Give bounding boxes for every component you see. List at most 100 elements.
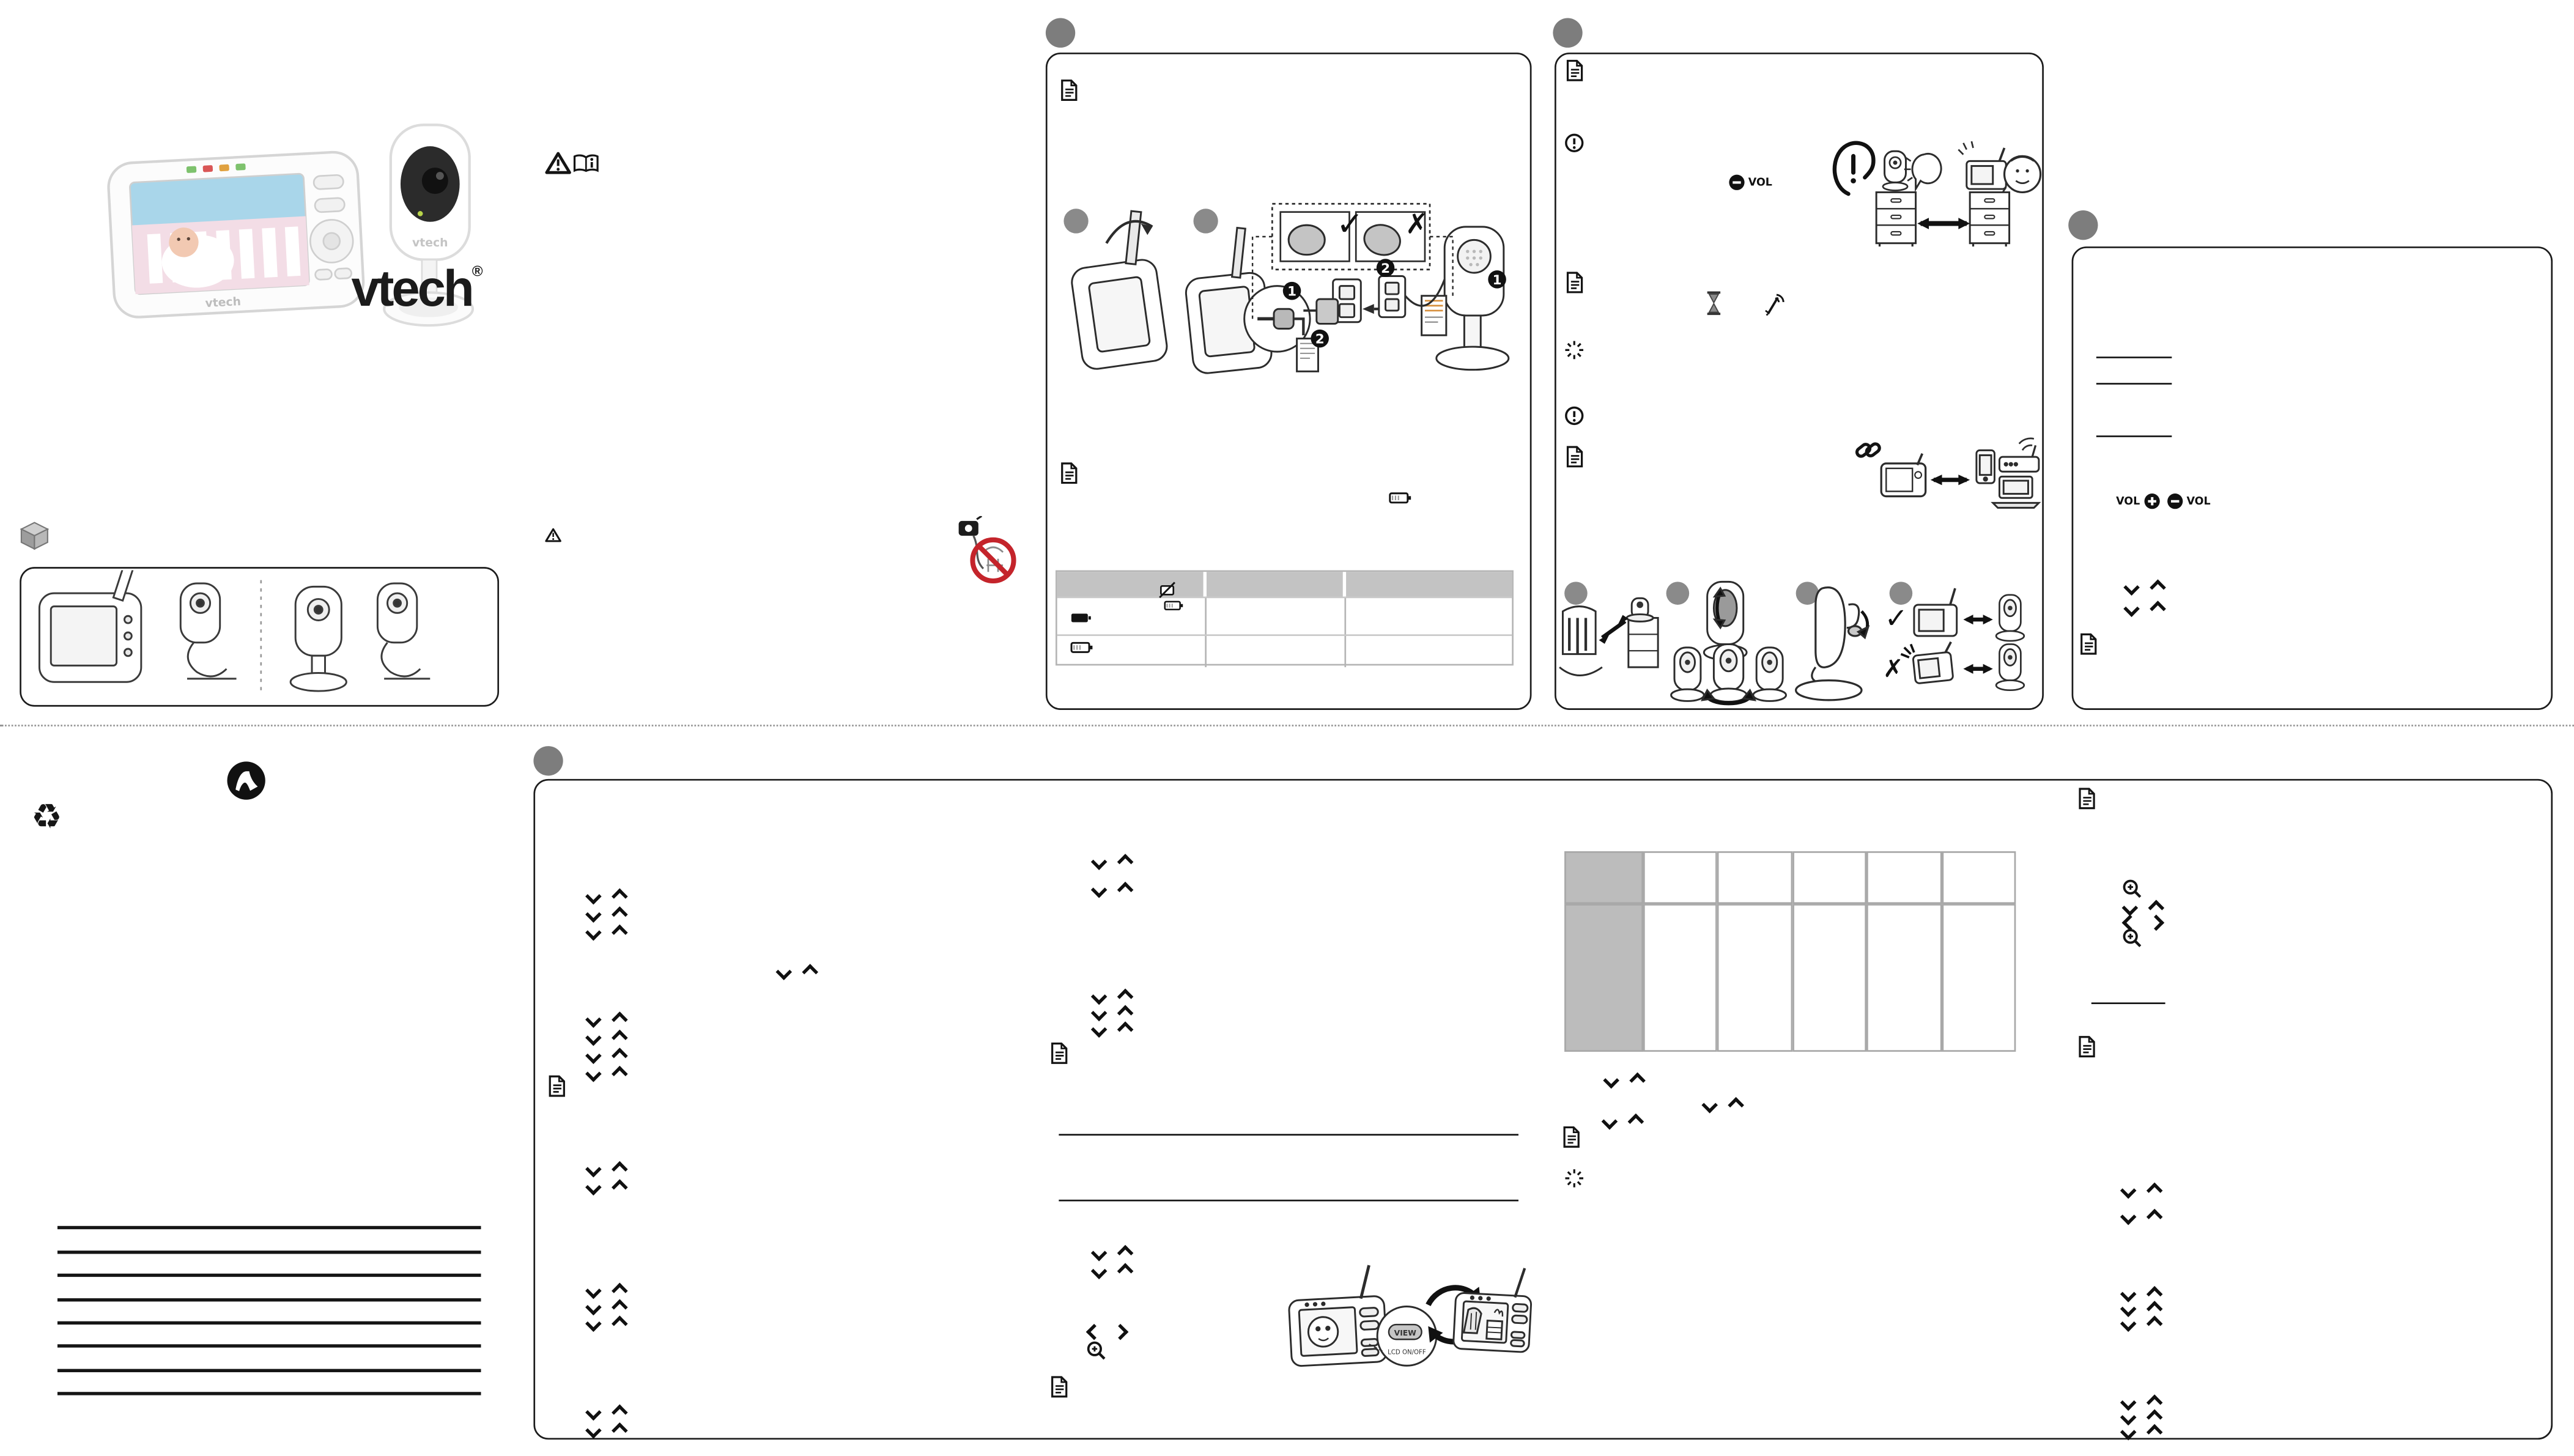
down-up-buttons-icon — [2119, 1300, 2162, 1317]
down-up-buttons-icon — [1701, 1096, 1744, 1112]
section-4-box — [533, 778, 2553, 1440]
svg-text:✗: ✗ — [1405, 208, 1429, 240]
table-row-header-cell — [1564, 904, 1643, 1052]
down-up-buttons-icon — [585, 1047, 627, 1063]
table-header-band — [1057, 572, 1512, 597]
note-icon — [1061, 462, 1078, 484]
blank-line — [2096, 435, 2172, 437]
instruction-manual-icon — [573, 154, 599, 172]
battery-status-table — [1056, 570, 1514, 668]
battery-outline-icon — [1389, 492, 1412, 504]
warning-triangle-icon — [545, 151, 571, 174]
svg-text:vtech: vtech — [205, 295, 242, 310]
svg-text:✗: ✗ — [1883, 655, 1904, 683]
warning-triangle-small-icon — [545, 528, 561, 542]
section-1-box — [1045, 52, 1532, 710]
battery-outline-icon — [1164, 601, 1184, 611]
note-icon — [1563, 1126, 1580, 1148]
step-1-badge: 1 — [1282, 281, 1301, 300]
vtech-logo: vtech® — [351, 259, 483, 317]
down-up-buttons-icon — [1090, 988, 1133, 1004]
volume-up-label: VOL — [2116, 493, 2159, 509]
hourglass-icon — [1706, 291, 1722, 316]
battery-outline-icon — [1070, 641, 1093, 653]
down-up-buttons-icon — [2119, 1408, 2162, 1425]
down-up-buttons-icon — [2123, 578, 2165, 595]
section-4-badge — [533, 746, 563, 776]
table-corner-cell — [1564, 851, 1643, 904]
registered-mark: ® — [472, 262, 483, 279]
left-right-buttons-icon — [2121, 914, 2164, 930]
step-2-badge-outlet: 2 — [1376, 259, 1395, 277]
blank-line — [2096, 383, 2172, 385]
down-up-buttons-icon — [585, 1422, 627, 1438]
volume-minus-icon — [2167, 493, 2183, 509]
no-internet-link-diagram — [1852, 437, 2041, 509]
down-up-buttons-icon — [585, 1298, 627, 1315]
down-up-buttons-icon — [1090, 1021, 1133, 1037]
section-1-badge — [1045, 18, 1076, 48]
loading-burst-icon — [1564, 340, 1585, 360]
loading-burst-icon — [1564, 1168, 1585, 1188]
note-icon — [2079, 1036, 2095, 1058]
svg-text:VIEW: VIEW — [1394, 1329, 1417, 1337]
notes-line — [57, 1369, 481, 1372]
volume-minus-icon — [1729, 174, 1745, 190]
notes-line — [57, 1251, 481, 1254]
note-icon — [1566, 272, 1583, 294]
recycle-icon: ♻ — [31, 797, 62, 837]
svg-text:1: 1 — [1287, 284, 1296, 300]
down-up-buttons-icon — [585, 1011, 627, 1027]
note-icon — [1061, 79, 1078, 102]
down-up-buttons-icon — [2119, 1423, 2162, 1439]
section-divider — [2091, 1002, 2165, 1005]
section-2-badge — [1553, 18, 1583, 48]
notes-line — [57, 1321, 481, 1325]
down-up-buttons-icon — [2119, 1181, 2162, 1198]
down-up-buttons-icon — [585, 1065, 627, 1081]
alert-circle-icon — [1564, 133, 1584, 153]
product-photo: vtech vtech — [107, 124, 475, 327]
down-up-buttons-icon — [585, 1029, 627, 1045]
down-up-buttons-icon — [585, 1282, 627, 1298]
section-divider — [1059, 1134, 1518, 1136]
section-3-badge — [2068, 210, 2098, 240]
down-up-buttons-icon — [585, 1403, 627, 1420]
down-up-buttons-icon — [2123, 600, 2165, 616]
down-up-buttons-icon — [585, 1160, 627, 1177]
left-right-buttons-icon — [1085, 1323, 1128, 1339]
volume-minus-label: VOL — [1729, 174, 1772, 191]
svg-text:1: 1 — [1493, 273, 1502, 288]
note-icon — [1051, 1376, 1068, 1398]
step-a-circle — [1063, 209, 1089, 234]
battery-crossed-icon — [1159, 582, 1175, 599]
svg-text:✓: ✓ — [1885, 602, 1908, 635]
notes-line — [57, 1225, 481, 1230]
down-up-buttons-icon — [2119, 1208, 2162, 1224]
section-3-box — [2071, 246, 2553, 710]
note-icon — [1566, 59, 1583, 81]
svg-text:LCD ON/OFF: LCD ON/OFF — [1388, 1349, 1426, 1356]
brand-circle-logo — [227, 761, 265, 800]
package-cube-icon — [20, 522, 48, 550]
down-up-buttons-icon — [2119, 1285, 2162, 1302]
note-icon — [2079, 788, 2095, 810]
zoom-in-icon — [2123, 928, 2142, 948]
notes-line — [57, 1298, 481, 1302]
notes-line — [57, 1273, 481, 1277]
step-1-badge-camera: 1 — [1488, 270, 1506, 289]
svg-text:✓: ✓ — [1336, 204, 1364, 243]
note-icon — [549, 1075, 565, 1097]
zoom-in-icon — [1087, 1341, 1106, 1361]
down-up-buttons-icon — [1090, 853, 1133, 870]
note-icon — [1051, 1042, 1068, 1064]
no-cords-near-crib-icon — [958, 516, 1016, 584]
volume-down-label: VOL — [2167, 493, 2211, 509]
step-b-circle — [1193, 209, 1218, 234]
notes-line — [57, 1344, 481, 1348]
down-up-buttons-icon — [585, 1315, 627, 1331]
down-up-buttons-icon — [1090, 1004, 1133, 1021]
zoom-in-icon — [2123, 879, 2142, 899]
down-up-buttons-icon — [2119, 1315, 2162, 1331]
down-up-buttons-icon — [1090, 1262, 1133, 1279]
